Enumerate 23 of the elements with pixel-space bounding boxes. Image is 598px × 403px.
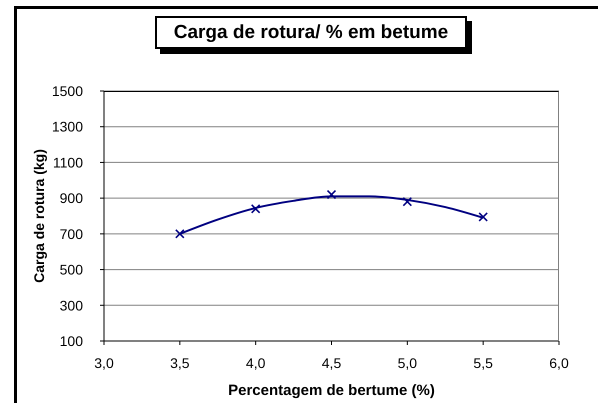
y-tick-label: 900 [60, 190, 84, 206]
y-tick-label: 100 [60, 332, 84, 349]
y-axis-title: Carga de rotura (kg) [31, 149, 47, 283]
point [478, 212, 488, 222]
x-tick-label: 3,0 [94, 354, 114, 371]
x-tick-label: 4,5 [322, 354, 342, 371]
y-tick-label: 500 [60, 262, 84, 278]
x-tick-label: 5,0 [398, 354, 418, 371]
chart-title: Carga de rotura/ % em betume [155, 16, 467, 49]
x-tick-label: 4,0 [246, 354, 266, 371]
y-tick-label: 1100 [52, 154, 84, 170]
point [326, 190, 336, 200]
y-tick-label: 1500 [52, 82, 84, 99]
x-tick-label: 3,5 [170, 354, 190, 371]
y-tick-label: 700 [60, 226, 84, 242]
x-axis-title: Percentagem de bertume (%) [227, 382, 436, 399]
y-tick-label: 300 [60, 297, 84, 314]
x-tick-label: 6,0 [549, 354, 569, 371]
point [175, 229, 185, 239]
x-tick-label: 5,5 [473, 354, 494, 371]
point [250, 204, 260, 214]
y-tick-label: 1300 [52, 118, 84, 135]
point [402, 196, 412, 207]
